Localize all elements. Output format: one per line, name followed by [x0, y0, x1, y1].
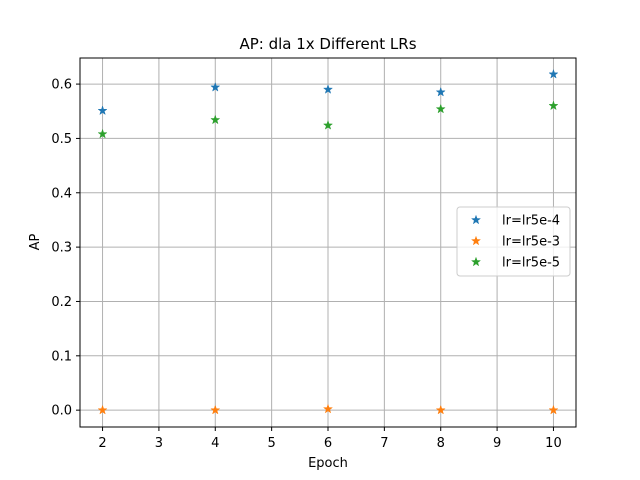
data-point [548, 68, 559, 79]
x-tick-label: 2 [98, 436, 106, 451]
legend-label: lr=lr5e-3 [502, 235, 560, 250]
data-point [322, 84, 334, 94]
chart-title: AP: dla 1x Different LRs [239, 35, 416, 53]
y-tick-label: 0.3 [51, 241, 72, 256]
series-lr=lr5e-3 [97, 403, 559, 415]
legend-marker [470, 214, 482, 225]
data-point [210, 404, 221, 415]
data-point [322, 403, 334, 414]
series-lr=lr5e-5 [97, 100, 559, 139]
x-axis-title: Epoch [308, 456, 348, 471]
data-point [210, 81, 221, 92]
y-tick-label: 0.4 [51, 186, 72, 201]
series-lr=lr5e-4 [97, 68, 559, 116]
data-point [548, 404, 559, 415]
legend-frame [456, 206, 571, 277]
data-point [435, 86, 446, 97]
y-tick-label: 0.2 [51, 295, 72, 310]
data-point [322, 120, 334, 130]
data-point [548, 100, 559, 111]
x-tick-label: 9 [493, 436, 501, 451]
x-tick-label: 8 [437, 436, 445, 451]
x-tick-label: 6 [324, 436, 332, 451]
y-axis-title: AP [28, 233, 43, 250]
legend-label: lr=lr5e-5 [502, 256, 560, 271]
data-point [97, 105, 108, 116]
data-point [97, 128, 108, 139]
legend-marker [470, 256, 482, 267]
y-tick-label: 0.1 [51, 349, 72, 364]
axis-ticks: 2 3 4 5 6 7 8 9 10 0.0 0.1 0.2 0.3 0.4 0.5 0.6 [51, 78, 561, 451]
data-point [97, 404, 108, 415]
y-tick-label: 0.6 [51, 78, 72, 93]
data-marks [97, 68, 559, 415]
x-tick-label: 4 [211, 436, 219, 451]
x-tick-label: 10 [545, 436, 562, 451]
legend: lr=lr5e-4 lr=lr5e-3 lr=lr5e-5 [456, 206, 571, 277]
legend-label: lr=lr5e-4 [502, 214, 560, 229]
x-tick-label: 3 [155, 436, 163, 451]
data-point [210, 114, 221, 125]
y-tick-label: 0.0 [51, 404, 72, 419]
legend-marker [470, 235, 482, 246]
x-tick-label: 7 [380, 436, 388, 451]
data-point [435, 103, 446, 114]
x-tick-label: 5 [267, 436, 275, 451]
data-point [435, 404, 446, 415]
y-tick-label: 0.5 [51, 132, 72, 147]
